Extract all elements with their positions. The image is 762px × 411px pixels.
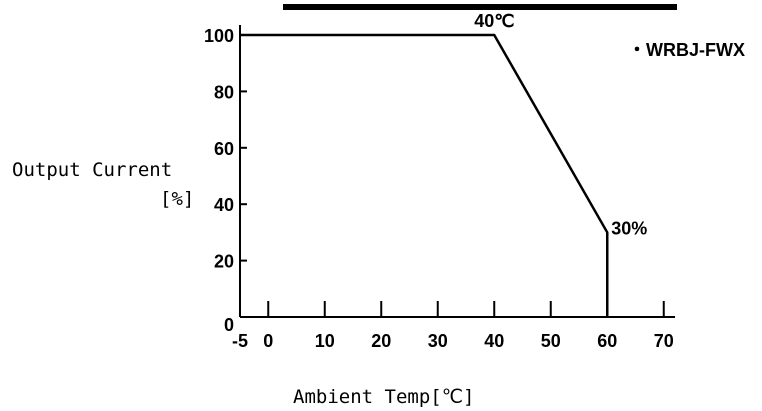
x-axis-label: Ambient Temp[℃] (293, 386, 474, 408)
x-tick-label: 40 (484, 331, 504, 351)
x-tick-label: 20 (371, 331, 391, 351)
x-tick-label: 50 (541, 331, 561, 351)
x-tick-label: -5 (232, 331, 248, 351)
annotations: 40℃ 30% (474, 11, 647, 238)
x-tick-label: 10 (315, 331, 335, 351)
y-tick-label: 100 (204, 26, 234, 46)
x-tick-label: 30 (428, 331, 448, 351)
y-tick-label: 80 (214, 82, 234, 102)
x-tick-label: 70 (654, 331, 674, 351)
y-axis-label-line2: [%] (160, 188, 194, 210)
annotation-40c: 40℃ (474, 11, 514, 31)
y-tick-label: 0 (224, 315, 234, 335)
legend-entry: ・WRBJ-FWX (628, 40, 745, 60)
labels: Output Current [%] Ambient Temp[℃] ・WRBJ… (12, 40, 745, 408)
y-tick-label: 60 (214, 139, 234, 159)
x-tick-label: 0 (263, 331, 273, 351)
y-axis-label-line1: Output Current (12, 159, 172, 181)
annotation-30pct: 30% (611, 218, 647, 238)
series-layer (240, 33, 609, 317)
axes (239, 25, 676, 318)
y-tick-label: 20 (214, 252, 234, 272)
x-tick-label: 60 (597, 331, 617, 351)
y-tick-label: 40 (214, 195, 234, 215)
series-line (240, 33, 609, 317)
